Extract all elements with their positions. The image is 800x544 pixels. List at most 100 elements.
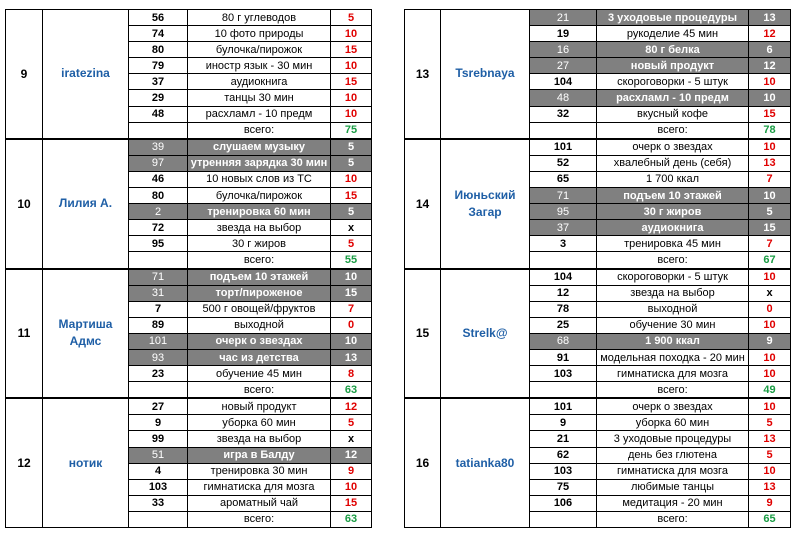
- right-score-table: 13 Tsrebnaya 21 3 уходовые процедуры 13 19 рук…: [404, 8, 791, 529]
- total-value: 63: [330, 510, 372, 529]
- task-number: 52: [529, 154, 597, 172]
- total-blank-cell: [529, 510, 597, 529]
- total-blank-cell: [128, 121, 188, 140]
- task-number: 37: [128, 73, 188, 91]
- task-number: 27: [128, 397, 188, 416]
- task-points: x: [748, 284, 791, 302]
- task-number: 48: [529, 89, 597, 107]
- task-name: 30 г жиров: [596, 203, 749, 221]
- task-number: 46: [128, 170, 188, 189]
- task-number: 103: [529, 462, 597, 480]
- task-points: 15: [330, 284, 372, 302]
- task-number: 80: [128, 187, 188, 205]
- participant-index: 11: [5, 267, 43, 399]
- participant-name: Мартиша Адмс: [42, 267, 129, 399]
- participant-index: 9: [5, 8, 43, 140]
- participant-name-text: Tsrebnaya: [455, 66, 515, 81]
- table-row: 3 тренировка 45 мин 7: [405, 235, 791, 253]
- table-row: 103 гимнатиска для мозга 10: [405, 365, 791, 383]
- task-name: новый продукт: [596, 57, 749, 75]
- task-name: уборка 60 мин: [187, 414, 331, 432]
- task-name: слушаем музыку: [187, 137, 331, 156]
- task-name: 80 г белка: [596, 41, 749, 59]
- task-points: 10: [748, 316, 791, 334]
- task-points: 9: [748, 332, 791, 350]
- task-points: 10: [748, 187, 791, 205]
- task-number: 31: [128, 284, 188, 302]
- task-number: 37: [529, 219, 597, 237]
- table-row: 9 уборка 60 мин 5: [6, 414, 372, 432]
- task-number: 7: [128, 300, 188, 318]
- task-name: очерк о звездах: [187, 332, 331, 350]
- table-row: 9 iratezina 56 80 г углеводов 5: [5, 8, 372, 140]
- table-row: 78 выходной 0: [405, 300, 791, 318]
- task-number: 65: [529, 170, 597, 189]
- task-name: тренировка 60 мин: [187, 203, 331, 221]
- participant-index: 15: [404, 267, 441, 399]
- task-points: 10: [748, 89, 791, 107]
- task-points: 13: [330, 348, 372, 367]
- task-number: 12: [529, 284, 597, 302]
- task-name: вкусный кофе: [596, 105, 749, 123]
- task-number: 79: [128, 57, 188, 75]
- task-points: 13: [748, 478, 791, 496]
- total-label: всего:: [596, 510, 749, 529]
- table-row: 13 Tsrebnaya 21 3 уходовые процедуры 13: [404, 8, 791, 140]
- task-name: уборка 60 мин: [596, 414, 749, 432]
- total-value: 67: [748, 251, 791, 269]
- participant-name: Июньский Загар: [440, 137, 530, 269]
- task-number: 89: [128, 316, 188, 334]
- table-row: 15 Strelk@ 104 скороговорки - 5 штук 10: [404, 267, 791, 399]
- task-points: 10: [330, 25, 372, 43]
- task-name: рукоделие 45 мин: [596, 25, 749, 43]
- total-label: всего:: [187, 251, 331, 269]
- task-number: 75: [529, 478, 597, 496]
- task-name: 1 900 ккал: [596, 332, 749, 350]
- task-points: 5: [330, 203, 372, 221]
- participant-index: 10: [5, 137, 43, 269]
- total-value: 75: [330, 121, 372, 140]
- task-name: 3 уходовые процедуры: [596, 8, 749, 27]
- task-name: булочка/пирожок: [187, 41, 331, 59]
- task-points: 0: [330, 316, 372, 334]
- task-name: подъем 10 этажей: [187, 267, 331, 286]
- table-row: 48 расхламл - 10 предм 10: [405, 89, 791, 107]
- task-number: 68: [529, 332, 597, 350]
- task-name: гимнатиска для мозга: [596, 462, 749, 480]
- table-row: 80 булочка/пирожок 15: [6, 187, 372, 205]
- task-number: 103: [529, 365, 597, 383]
- task-name: гимнатиска для мозга: [187, 478, 331, 496]
- task-points: 5: [748, 203, 791, 221]
- task-number: 71: [529, 187, 597, 205]
- task-points: 10: [330, 105, 372, 123]
- table-row: 12 нотик 27 новый продукт 12: [5, 397, 372, 529]
- task-points: 15: [330, 73, 372, 91]
- task-name: медитация - 20 мин: [596, 494, 749, 512]
- task-name: модельная походка - 20 мин: [596, 348, 749, 367]
- task-points: 10: [330, 57, 372, 75]
- task-points: 10: [330, 89, 372, 107]
- task-name: скороговорки - 5 штук: [596, 73, 749, 91]
- total-label: всего:: [187, 510, 331, 529]
- task-number: 33: [128, 494, 188, 512]
- task-number: 101: [128, 332, 188, 350]
- task-points: 5: [330, 235, 372, 253]
- table-row: 104 скороговорки - 5 штук 10: [405, 73, 791, 91]
- participant-index: 16: [404, 397, 441, 529]
- participant-name: Strelk@: [440, 267, 530, 399]
- total-row: всего: 67: [405, 251, 791, 269]
- total-label: всего:: [596, 381, 749, 399]
- task-name: 1 700 ккал: [596, 170, 749, 189]
- task-number: 103: [128, 478, 188, 496]
- task-name: обучение 45 мин: [187, 365, 331, 383]
- task-number: 101: [529, 397, 597, 416]
- task-number: 19: [529, 25, 597, 43]
- task-name: звезда на выбор: [187, 430, 331, 448]
- table-row: 72 звезда на выбор x: [6, 219, 372, 237]
- task-number: 78: [529, 300, 597, 318]
- total-value: 78: [748, 121, 791, 140]
- task-points: 10: [748, 267, 791, 286]
- table-row: 93 час из детства 13: [6, 348, 372, 367]
- task-name: 30 г жиров: [187, 235, 331, 253]
- task-number: 93: [128, 348, 188, 367]
